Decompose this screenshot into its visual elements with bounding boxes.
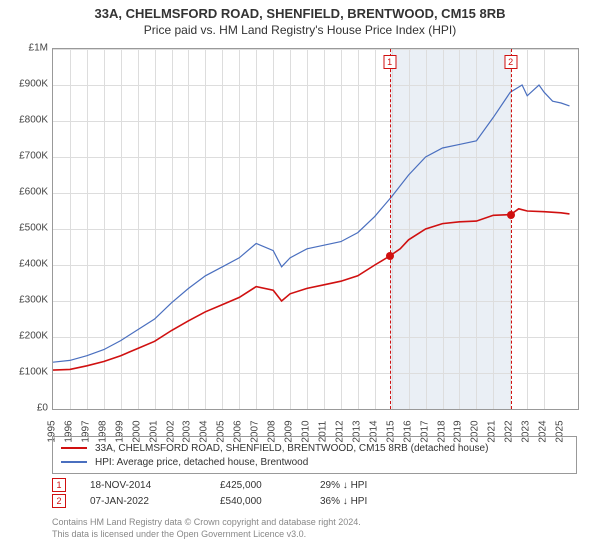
chart-plot-area: 12 — [52, 48, 579, 410]
chart-title-address: 33A, CHELMSFORD ROAD, SHENFIELD, BRENTWO… — [0, 6, 600, 21]
y-tick-label: £900K — [4, 79, 48, 90]
event-marker-dot — [386, 252, 394, 260]
y-tick-label: £500K — [4, 223, 48, 234]
event-row: 1 18-NOV-2014 £425,000 29% ↓ HPI — [52, 477, 577, 493]
event-price: £425,000 — [220, 480, 320, 491]
event-price: £540,000 — [220, 496, 320, 507]
event-vline — [390, 49, 391, 409]
y-tick-label: £600K — [4, 187, 48, 198]
legend-item-property: 33A, CHELMSFORD ROAD, SHENFIELD, BRENTWO… — [61, 441, 568, 455]
legend: 33A, CHELMSFORD ROAD, SHENFIELD, BRENTWO… — [52, 436, 577, 474]
event-pct: 36% ↓ HPI — [320, 496, 440, 507]
event-date: 18-NOV-2014 — [90, 480, 220, 491]
legend-item-hpi: HPI: Average price, detached house, Bren… — [61, 455, 568, 469]
y-tick-label: £200K — [4, 331, 48, 342]
event-date: 07-JAN-2022 — [90, 496, 220, 507]
series-property — [53, 209, 570, 370]
y-tick-label: £0 — [4, 403, 48, 414]
event-marker-2: 2 — [52, 494, 66, 508]
y-tick-label: £400K — [4, 259, 48, 270]
event-flag: 2 — [504, 55, 517, 69]
event-row: 2 07-JAN-2022 £540,000 36% ↓ HPI — [52, 493, 577, 509]
y-tick-label: £1M — [4, 43, 48, 54]
footer-attribution: Contains HM Land Registry data © Crown c… — [52, 516, 361, 540]
event-marker-dot — [507, 211, 515, 219]
footer-line1: Contains HM Land Registry data © Crown c… — [52, 516, 361, 528]
event-vline — [511, 49, 512, 409]
event-flag: 1 — [383, 55, 396, 69]
events-table: 1 18-NOV-2014 £425,000 29% ↓ HPI 2 07-JA… — [52, 477, 577, 509]
y-tick-label: £800K — [4, 115, 48, 126]
y-tick-label: £100K — [4, 367, 48, 378]
series-hpi — [53, 85, 570, 362]
event-pct: 29% ↓ HPI — [320, 480, 440, 491]
legend-label: 33A, CHELMSFORD ROAD, SHENFIELD, BRENTWO… — [95, 443, 488, 454]
event-marker-1: 1 — [52, 478, 66, 492]
footer-line2: This data is licensed under the Open Gov… — [52, 528, 361, 540]
legend-label: HPI: Average price, detached house, Bren… — [95, 457, 308, 468]
chart-subtitle: Price paid vs. HM Land Registry's House … — [0, 23, 600, 37]
y-tick-label: £700K — [4, 151, 48, 162]
y-tick-label: £300K — [4, 295, 48, 306]
